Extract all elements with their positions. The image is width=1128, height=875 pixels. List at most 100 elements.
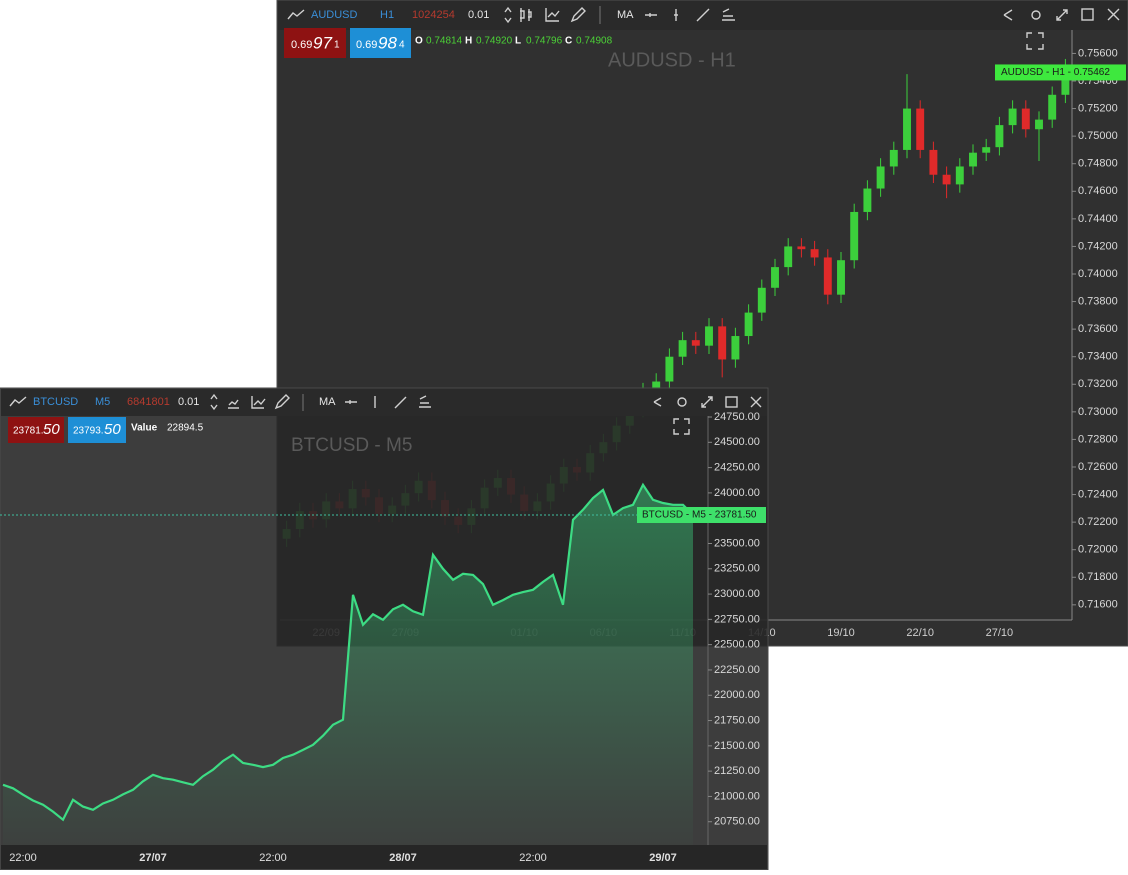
- candle-body: [1008, 108, 1017, 126]
- hline-icon[interactable]: [345, 400, 357, 404]
- y-tick-label: 0.73200: [1078, 378, 1118, 390]
- candle-body: [889, 149, 898, 167]
- candle-body: [1061, 72, 1070, 95]
- candle-body: [903, 108, 911, 150]
- ohlc-value: 0.74908: [576, 36, 613, 47]
- settings-icon[interactable]: [1031, 10, 1041, 20]
- candle-body: [969, 152, 977, 167]
- bid-suffix: 1: [334, 40, 340, 51]
- fullscreen-icon[interactable]: [1026, 32, 1044, 50]
- legend-value: 22894.5: [167, 423, 204, 434]
- y-tick-label: 0.74200: [1078, 240, 1118, 252]
- x-tick-label: 27/07: [139, 852, 167, 864]
- ohlc-key: H: [465, 36, 472, 47]
- shrink-icon[interactable]: [701, 396, 713, 408]
- lot-size[interactable]: 0.01: [468, 9, 489, 21]
- ask-prefix: 23793.: [73, 426, 104, 437]
- bid-pips: 97: [313, 33, 332, 52]
- ohlc-key: C: [565, 36, 572, 47]
- y-tick-label: 22750.00: [714, 613, 760, 625]
- candle-body: [757, 287, 766, 313]
- chart-type-icon[interactable]: [9, 396, 27, 407]
- candle-body: [771, 267, 779, 288]
- symbol[interactable]: BTCUSD: [33, 396, 78, 408]
- trendline-icon[interactable]: [696, 8, 710, 22]
- spinner[interactable]: [210, 393, 218, 411]
- draw-icon[interactable]: [570, 7, 586, 23]
- bid-pips: 50: [43, 421, 60, 438]
- share-icon[interactable]: [653, 397, 662, 407]
- bid-box[interactable]: [284, 28, 346, 58]
- chart-icon[interactable]: [545, 8, 560, 22]
- y-tick-label: 22000.00: [714, 689, 760, 701]
- timeframe[interactable]: H1: [380, 9, 394, 21]
- ask-box[interactable]: [68, 417, 126, 443]
- y-tick-label: 24250.00: [714, 462, 760, 474]
- account-id: 6841801: [127, 396, 170, 408]
- x-tick-label: 29/07: [649, 852, 677, 864]
- share-icon[interactable]: [1003, 9, 1013, 21]
- candle-body: [1035, 119, 1043, 130]
- draw-icon[interactable]: [274, 394, 290, 410]
- y-tick-label: 21250.00: [714, 765, 760, 777]
- close-icon[interactable]: [1107, 8, 1120, 21]
- vline-icon[interactable]: [674, 9, 678, 21]
- ohlc-value: 0.74920: [476, 36, 513, 47]
- candle-body: [876, 166, 885, 189]
- chart-type-icon[interactable]: [287, 9, 305, 20]
- bid-prefix: 23781.: [13, 426, 44, 437]
- trendline-icon[interactable]: [394, 396, 407, 409]
- price-tag: [637, 507, 766, 524]
- btcusd-window: BTCUSD M5 6841801 0.01 MA BTCUSD - M5 23…: [0, 387, 769, 871]
- y-tick-label: 24000.00: [714, 487, 760, 499]
- fullscreen-icon[interactable]: [673, 418, 690, 435]
- ask-box[interactable]: [350, 28, 411, 58]
- hline-icon[interactable]: [645, 13, 657, 17]
- candle-body: [982, 147, 991, 153]
- candle-body: [1048, 94, 1057, 120]
- watermark: AUDUSD - H1: [608, 49, 736, 71]
- candles-icon[interactable]: [520, 8, 532, 22]
- close-icon[interactable]: [750, 396, 762, 408]
- indicator[interactable]: MA: [319, 396, 336, 408]
- y-tick-label: 0.75000: [1078, 130, 1118, 142]
- indicator[interactable]: MA: [617, 9, 634, 21]
- x-tick-label: 22:00: [519, 852, 547, 864]
- y-tick-label: 0.73000: [1078, 406, 1118, 418]
- spinner[interactable]: [504, 6, 512, 24]
- timeframe[interactable]: M5: [95, 396, 110, 408]
- candles-icon[interactable]: [228, 399, 239, 409]
- price-tag-label: BTCUSD - M5 - 23781.50: [642, 510, 757, 521]
- candle-body: [665, 356, 674, 382]
- ask-suffix: 4: [399, 40, 405, 51]
- y-tick-label: 22250.00: [714, 664, 760, 676]
- x-tick-label: 22/10: [906, 627, 934, 639]
- fib-icon[interactable]: [419, 395, 431, 408]
- x-axis-band: [1, 845, 767, 869]
- candle-body: [916, 108, 925, 150]
- chart-icon[interactable]: [251, 396, 266, 409]
- candle-body: [837, 260, 845, 295]
- y-tick-label: 0.73800: [1078, 295, 1118, 307]
- candle-body: [678, 340, 687, 357]
- maximize-icon[interactable]: [1081, 8, 1094, 21]
- y-tick-label: 0.74000: [1078, 268, 1118, 280]
- ohlc-key: L: [515, 36, 521, 47]
- ohlc-value: 0.74796: [526, 36, 563, 47]
- fib-icon[interactable]: [722, 8, 735, 21]
- maximize-icon[interactable]: [725, 396, 738, 408]
- symbol[interactable]: AUDUSD: [311, 9, 358, 21]
- shrink-icon[interactable]: [1056, 9, 1068, 21]
- y-tick-label: 0.75600: [1078, 47, 1118, 59]
- candle-body: [744, 312, 753, 337]
- lot-size[interactable]: 0.01: [178, 396, 199, 408]
- candle-body: [784, 246, 793, 268]
- candle-body: [797, 246, 806, 250]
- candle-body: [929, 149, 938, 175]
- y-tick-label: 0.73400: [1078, 351, 1118, 363]
- bid-box[interactable]: [8, 417, 64, 443]
- candle-body: [705, 326, 713, 346]
- candle-body: [691, 340, 700, 346]
- settings-icon[interactable]: [677, 397, 687, 407]
